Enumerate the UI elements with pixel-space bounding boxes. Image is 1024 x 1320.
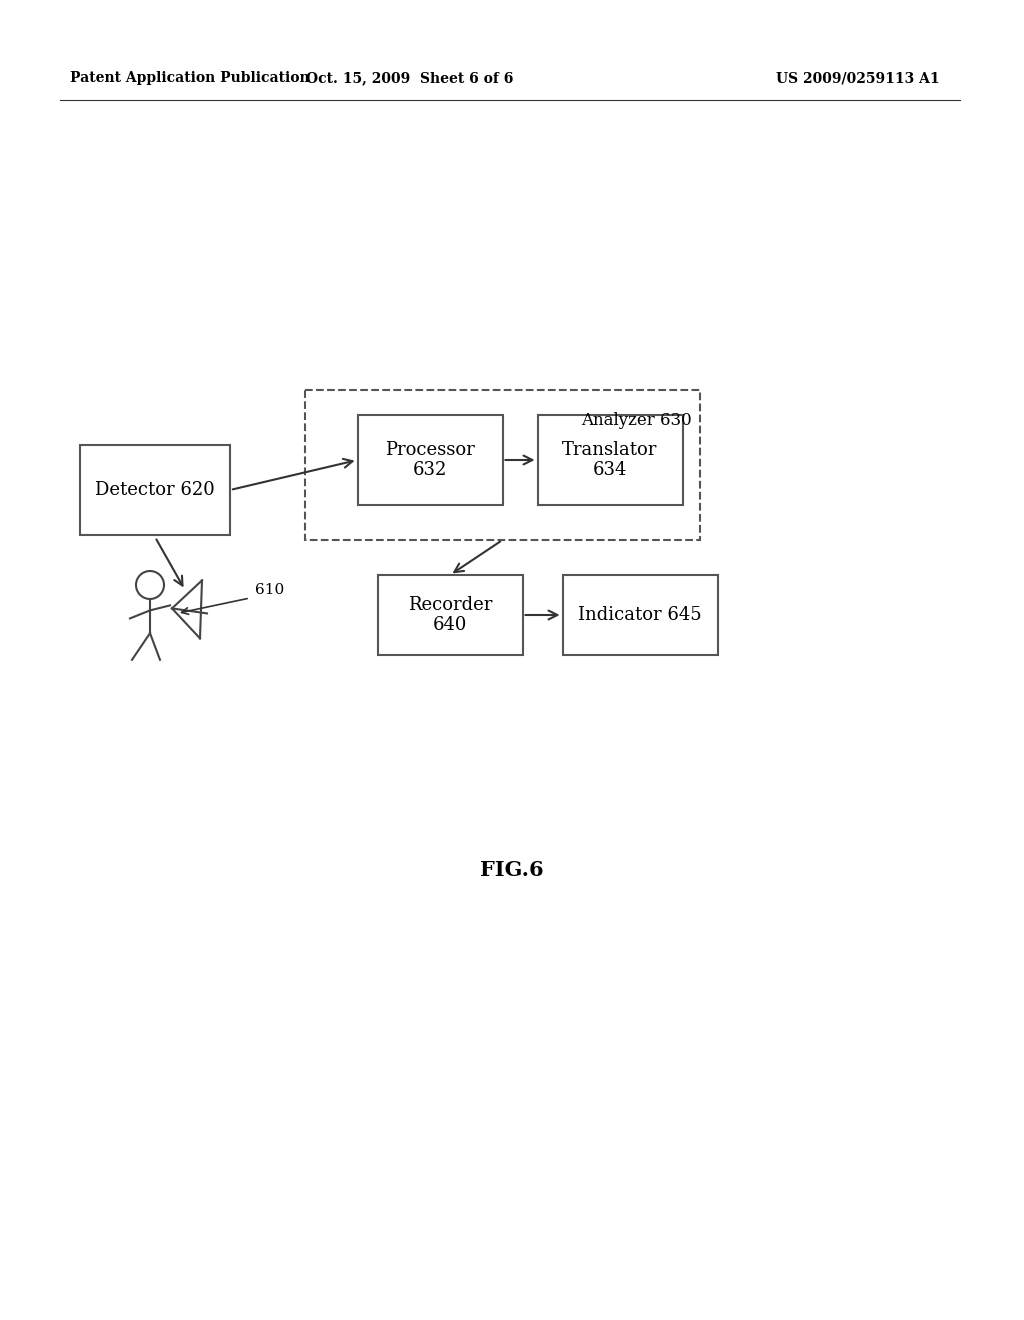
Text: US 2009/0259113 A1: US 2009/0259113 A1 [776,71,940,84]
Bar [538,414,683,506]
Circle shape [136,572,164,599]
Bar [562,576,718,655]
Text: Analyzer 630: Analyzer 630 [582,412,692,429]
Text: Oct. 15, 2009  Sheet 6 of 6: Oct. 15, 2009 Sheet 6 of 6 [306,71,514,84]
Text: Recorder
640: Recorder 640 [408,595,493,635]
Text: Translator
634: Translator 634 [562,441,657,479]
Text: Indicator 645: Indicator 645 [579,606,701,624]
Text: 610: 610 [255,583,285,597]
Bar [305,389,700,540]
Text: Patent Application Publication: Patent Application Publication [70,71,309,84]
Bar [357,414,503,506]
Text: FIG.6: FIG.6 [480,861,544,880]
Text: Processor
632: Processor 632 [385,441,475,479]
Bar [80,445,230,535]
Bar [378,576,522,655]
Text: Detector 620: Detector 620 [95,480,215,499]
